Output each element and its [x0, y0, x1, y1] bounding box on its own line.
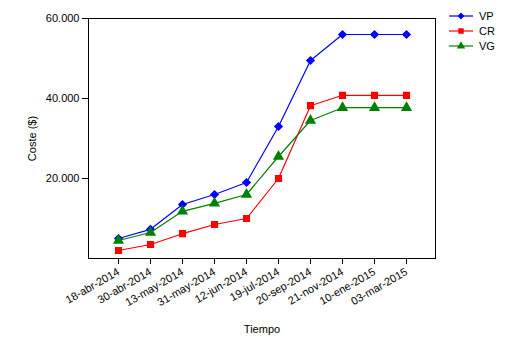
- html-text:VG: VG: [479, 39, 495, 52]
- svg-text:20-sep-2014: 20-sep-2014: [253, 265, 314, 307]
- svg-text:03-mar-2015: 03-mar-2015: [349, 265, 410, 307]
- svg-text:31-may-2014: 31-may-2014: [155, 265, 218, 309]
- svg-text:12-jun-2014: 12-jun-2014: [192, 265, 250, 306]
- svg-text:10-ene-2015: 10-ene-2015: [317, 265, 378, 307]
- svg-text:21-nov-2014: 21-nov-2014: [285, 265, 346, 307]
- svg-text:Tiempo: Tiempo: [244, 323, 280, 335]
- svg-text:60.000: 60.000: [46, 12, 80, 24]
- html-text:VP: VP: [479, 9, 494, 22]
- svg-text:18-abr-2014: 18-abr-2014: [63, 265, 122, 306]
- svg-text:13-may-2014: 13-may-2014: [123, 265, 186, 309]
- svg-text:19-jul-2014: 19-jul-2014: [227, 265, 282, 304]
- svg-text:20.000: 20.000: [46, 172, 80, 184]
- svg-text:40.000: 40.000: [46, 92, 80, 104]
- html-text:CR: CR: [479, 24, 495, 37]
- svg-text:30-abr-2014: 30-abr-2014: [95, 265, 154, 306]
- svg-text:Coste ($): Coste ($): [26, 116, 38, 161]
